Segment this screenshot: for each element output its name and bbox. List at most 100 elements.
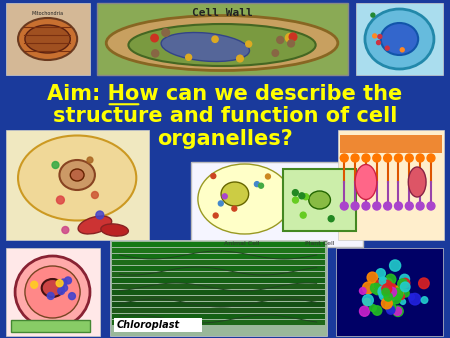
Ellipse shape (309, 191, 330, 209)
Circle shape (360, 306, 369, 316)
Circle shape (393, 307, 401, 315)
Circle shape (254, 182, 259, 187)
FancyBboxPatch shape (112, 314, 324, 319)
Circle shape (416, 202, 424, 210)
Circle shape (384, 202, 392, 210)
FancyBboxPatch shape (112, 290, 324, 295)
Ellipse shape (381, 23, 418, 55)
Circle shape (340, 154, 348, 162)
Ellipse shape (59, 160, 95, 190)
FancyBboxPatch shape (112, 320, 324, 325)
Text: structure and function of cell: structure and function of cell (53, 106, 397, 126)
Circle shape (52, 162, 59, 169)
FancyBboxPatch shape (112, 248, 324, 253)
Circle shape (427, 202, 435, 210)
Circle shape (381, 280, 392, 292)
Circle shape (387, 287, 396, 297)
Text: Chloroplast: Chloroplast (117, 320, 180, 330)
FancyBboxPatch shape (112, 278, 324, 283)
FancyBboxPatch shape (112, 242, 324, 247)
Circle shape (259, 183, 264, 188)
Circle shape (246, 41, 252, 47)
Circle shape (370, 282, 382, 294)
Ellipse shape (161, 32, 249, 62)
Ellipse shape (42, 279, 63, 297)
Circle shape (363, 282, 374, 294)
FancyBboxPatch shape (112, 266, 324, 271)
Circle shape (385, 46, 389, 50)
Circle shape (384, 154, 392, 162)
Circle shape (400, 282, 410, 292)
Ellipse shape (355, 165, 377, 199)
Circle shape (386, 288, 395, 296)
Circle shape (389, 293, 396, 300)
Circle shape (364, 298, 370, 306)
Circle shape (409, 293, 421, 305)
FancyBboxPatch shape (6, 3, 90, 75)
Circle shape (385, 289, 392, 296)
Circle shape (362, 295, 373, 306)
Circle shape (376, 280, 382, 286)
Circle shape (87, 157, 93, 163)
Circle shape (68, 293, 76, 299)
Circle shape (292, 190, 298, 196)
Circle shape (362, 202, 370, 210)
Text: Animal Cell: Animal Cell (224, 241, 260, 246)
Circle shape (360, 288, 366, 294)
Circle shape (382, 288, 389, 296)
Circle shape (382, 284, 392, 294)
Ellipse shape (78, 216, 112, 234)
Circle shape (340, 202, 348, 210)
Circle shape (47, 292, 54, 299)
Circle shape (61, 285, 68, 291)
Circle shape (391, 294, 401, 304)
Circle shape (379, 290, 389, 300)
Text: organelles?: organelles? (157, 129, 293, 149)
Circle shape (378, 283, 383, 288)
FancyBboxPatch shape (11, 320, 90, 332)
FancyBboxPatch shape (112, 254, 324, 259)
Circle shape (427, 154, 435, 162)
Circle shape (218, 201, 223, 206)
Circle shape (418, 278, 429, 289)
FancyBboxPatch shape (336, 248, 443, 336)
Circle shape (152, 50, 159, 57)
Circle shape (211, 173, 216, 178)
Circle shape (366, 287, 373, 293)
Circle shape (378, 286, 390, 297)
FancyBboxPatch shape (6, 248, 100, 336)
Circle shape (373, 306, 382, 315)
Ellipse shape (15, 256, 90, 328)
Circle shape (392, 288, 403, 300)
FancyBboxPatch shape (112, 284, 324, 289)
FancyBboxPatch shape (190, 162, 363, 247)
Circle shape (285, 33, 294, 42)
Text: Cell Wall: Cell Wall (192, 8, 252, 18)
Circle shape (62, 226, 69, 234)
Circle shape (288, 40, 294, 47)
Circle shape (371, 13, 375, 17)
Ellipse shape (106, 16, 338, 71)
Text: Plant Cell: Plant Cell (305, 241, 334, 246)
Circle shape (351, 202, 359, 210)
Circle shape (277, 37, 284, 43)
Circle shape (232, 206, 237, 211)
Circle shape (303, 194, 309, 200)
Ellipse shape (70, 169, 84, 181)
Circle shape (213, 213, 218, 218)
Circle shape (373, 282, 379, 288)
Ellipse shape (101, 224, 128, 236)
Ellipse shape (198, 164, 292, 234)
Ellipse shape (25, 266, 80, 318)
Circle shape (395, 154, 402, 162)
Circle shape (421, 297, 428, 303)
Circle shape (162, 29, 170, 37)
Ellipse shape (128, 24, 315, 66)
Circle shape (377, 41, 381, 45)
Circle shape (386, 294, 392, 300)
Ellipse shape (18, 136, 136, 220)
Circle shape (362, 154, 370, 162)
FancyBboxPatch shape (356, 3, 443, 75)
FancyBboxPatch shape (340, 135, 442, 153)
Ellipse shape (365, 9, 434, 69)
